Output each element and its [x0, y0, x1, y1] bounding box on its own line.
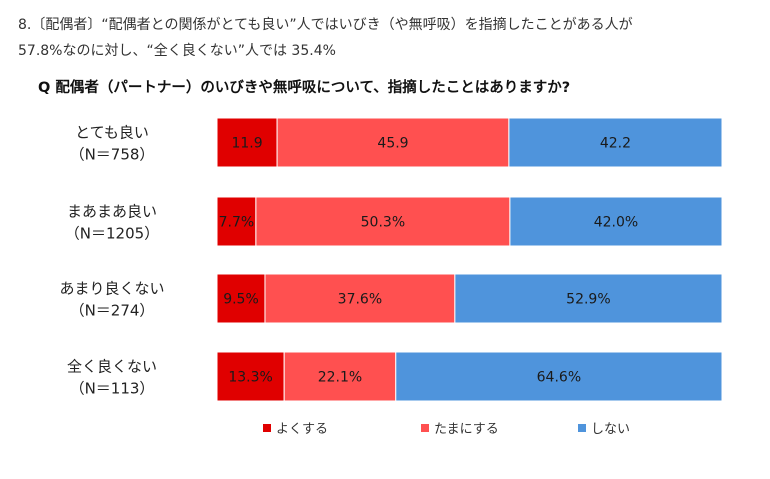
data-label-0-2: 9.5%	[223, 292, 259, 308]
category-label-0: とても良い	[75, 124, 149, 142]
data-label-2-1: 42.0%	[594, 215, 638, 231]
legend-label-1: たまにする	[434, 422, 499, 437]
data-label-0-0: 11.9	[231, 136, 262, 152]
bar-segment-0-2	[216, 273, 266, 324]
bar-segment-1-1	[255, 196, 511, 247]
category-n-label-2: （N＝274）	[70, 302, 155, 320]
bar-segment-2-0	[508, 117, 723, 168]
legend-label-0: よくする	[276, 422, 328, 437]
bar-segment-1-3	[283, 351, 397, 402]
question-title: Q 配偶者（パートナー）のいびきや無呼吸について、指摘したことはありますか?	[38, 80, 571, 96]
legend-swatch-1	[421, 424, 429, 432]
data-label-0-3: 13.3%	[228, 370, 272, 386]
legend-label-2: しない	[591, 422, 630, 437]
data-label-1-0: 45.9	[377, 136, 408, 152]
heading-line-2: 57.8%なのに対し、“全く良くない”人では 35.4%	[18, 43, 336, 59]
category-n-label-1: （N＝1205）	[65, 225, 159, 243]
data-label-1-2: 37.6%	[338, 292, 382, 308]
data-label-2-0: 42.2	[600, 136, 631, 152]
data-label-1-3: 22.1%	[318, 370, 362, 386]
heading-line-1: 8.〔配偶者〕“配偶者との関係がとても良い”人ではいびき（や無呼吸）を指摘したこ…	[18, 17, 633, 33]
bar-segment-2-3	[395, 351, 723, 402]
bar-segment-0-0	[216, 117, 278, 168]
data-label-0-1: 7.7%	[219, 215, 255, 231]
data-label-2-2: 52.9%	[566, 292, 610, 308]
data-label-1-1: 50.3%	[361, 215, 405, 231]
category-label-2: あまり良くない	[59, 280, 164, 298]
data-label-2-3: 64.6%	[537, 370, 581, 386]
category-label-3: 全く良くない	[67, 358, 157, 376]
category-n-label-0: （N＝758）	[70, 146, 155, 164]
bar-segment-2-1	[509, 196, 723, 247]
category-label-1: まあまあ良い	[67, 203, 157, 221]
category-n-label-3: （N＝113）	[70, 380, 155, 398]
legend-swatch-2	[578, 424, 586, 432]
legend-swatch-0	[263, 424, 271, 432]
bar-segment-1-0	[276, 117, 510, 168]
page-heading: 8.〔配偶者〕“配偶者との関係がとても良い”人ではいびき（や無呼吸）を指摘したこ…	[18, 12, 758, 64]
bar-segment-2-2	[454, 273, 723, 324]
